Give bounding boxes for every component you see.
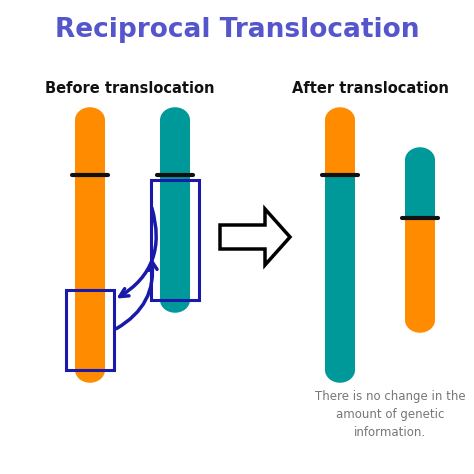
Ellipse shape <box>325 107 355 133</box>
Bar <box>405 218 435 320</box>
Bar <box>75 175 105 370</box>
Bar <box>325 175 355 370</box>
Bar <box>75 120 105 175</box>
Ellipse shape <box>405 307 435 333</box>
FancyArrowPatch shape <box>117 262 157 328</box>
Ellipse shape <box>160 107 190 133</box>
FancyArrowPatch shape <box>120 208 156 297</box>
Text: There is no change in the
amount of genetic
information.: There is no change in the amount of gene… <box>315 390 465 439</box>
Bar <box>405 160 435 218</box>
Polygon shape <box>220 209 290 265</box>
Text: Before translocation: Before translocation <box>45 81 215 95</box>
Bar <box>325 120 355 175</box>
Ellipse shape <box>405 147 435 173</box>
Ellipse shape <box>75 107 105 133</box>
Ellipse shape <box>160 287 190 313</box>
Ellipse shape <box>75 357 105 383</box>
Bar <box>151 180 199 300</box>
Text: After translocation: After translocation <box>292 81 448 95</box>
Bar <box>160 120 190 175</box>
Bar <box>160 175 190 300</box>
Bar <box>66 290 114 370</box>
Ellipse shape <box>325 357 355 383</box>
Text: Reciprocal Translocation: Reciprocal Translocation <box>55 17 419 43</box>
